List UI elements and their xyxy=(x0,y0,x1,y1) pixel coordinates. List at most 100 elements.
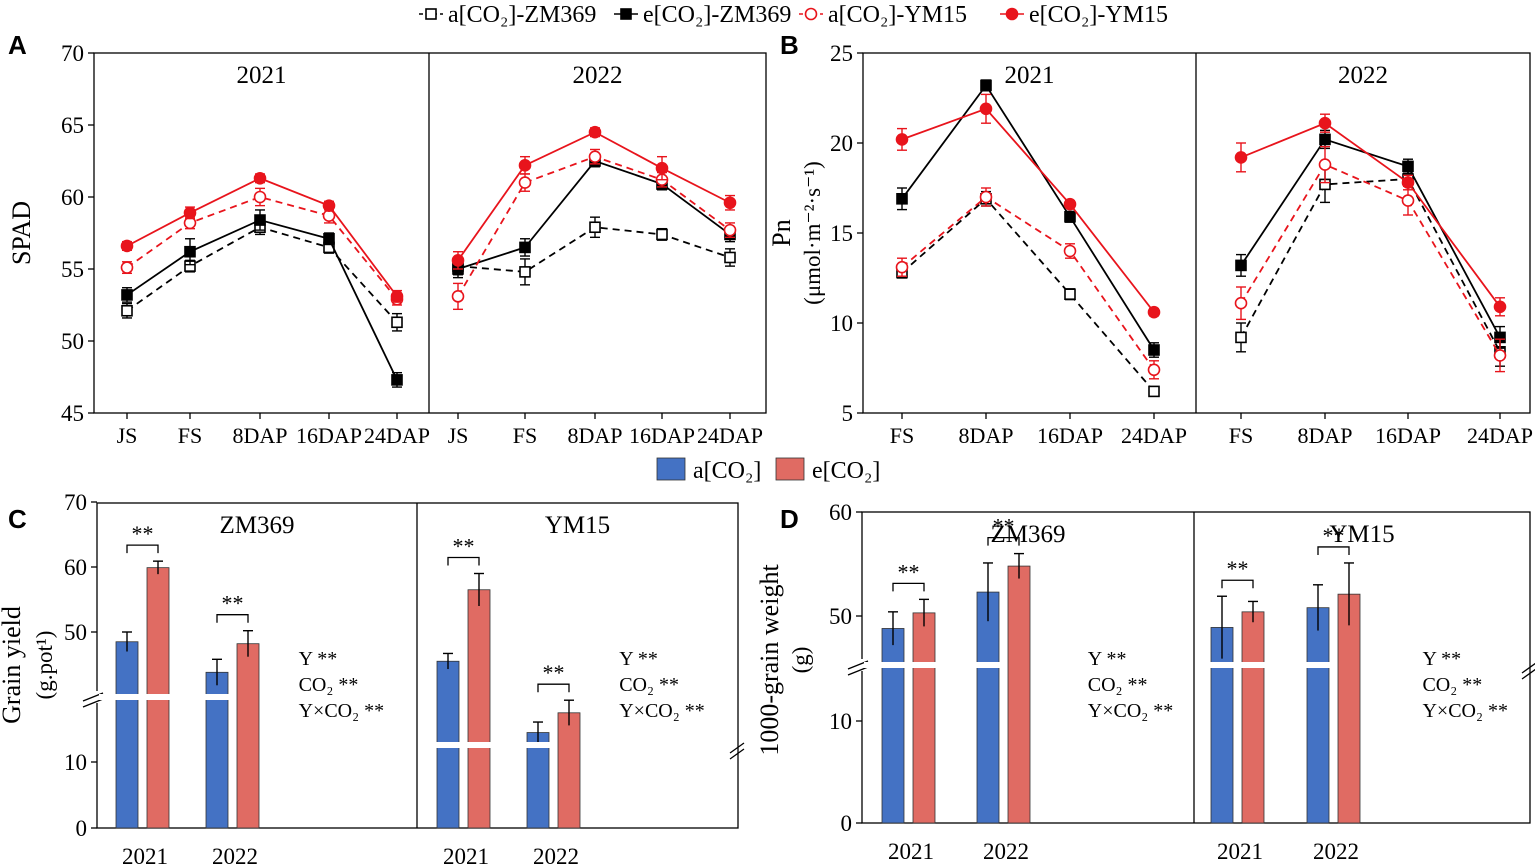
legend-marker xyxy=(804,7,818,21)
panelB-series-line xyxy=(901,197,1155,392)
panelA-point xyxy=(391,316,403,329)
panelC-axis-break-mark xyxy=(82,698,104,708)
legend-marker xyxy=(425,8,437,20)
panelD-stats-text: Y ** xyxy=(1422,648,1461,670)
panelC-stats-text: CO₂ ** xyxy=(619,674,679,696)
panelC-bar-break xyxy=(419,742,554,748)
panelB-ytick-label: 15 xyxy=(830,221,853,246)
legend-swatch-a xyxy=(656,457,686,481)
panelA-series-line xyxy=(457,226,731,273)
panelB-point xyxy=(1235,259,1247,272)
panelD-xtick-label: 2021 xyxy=(1217,839,1263,864)
panelA-point xyxy=(390,290,404,303)
panelB-ytick-label: 5 xyxy=(842,401,854,426)
panelB-xtick-label: 8DAP xyxy=(958,423,1013,448)
panelA-ytick-label: 60 xyxy=(61,185,84,210)
panelA-point xyxy=(724,251,736,264)
panelC-bar xyxy=(467,589,491,829)
panelB-point xyxy=(1064,288,1076,301)
panelA-point xyxy=(723,223,737,237)
panelB-facet-title: 2021 xyxy=(1005,62,1055,89)
panelA-facet-title: 2021 xyxy=(237,62,287,89)
panelD-ylabel-line2: (g) xyxy=(788,647,813,674)
panelB-xtick-label: 24DAP xyxy=(1121,423,1187,448)
panelD-ytick-label: 50 xyxy=(829,604,852,629)
panelC-ytick-label: 50 xyxy=(64,620,87,645)
panelB-point xyxy=(1493,349,1507,362)
panelD-ytick-label: 60 xyxy=(829,500,852,525)
panelA-xtick-label: 16DAP xyxy=(296,423,362,448)
panelC-bar xyxy=(115,641,139,829)
panelD-stats-text: CO₂ ** xyxy=(1422,674,1482,696)
panelD-facet-title: ZM369 xyxy=(991,521,1066,548)
legend-label: e[CO₂] xyxy=(812,458,880,484)
panelA-ytick-label: 70 xyxy=(61,41,84,66)
panelC-bar-break xyxy=(99,694,234,700)
panel-letter-D: D xyxy=(780,504,799,534)
panelD-bar xyxy=(912,612,936,824)
panelA-point xyxy=(120,261,134,274)
legend-label: e[CO₂]-ZM369 xyxy=(643,2,791,28)
panelD-stats-text: Y ** xyxy=(1088,648,1127,670)
panelA-ylabel: SPAD xyxy=(7,201,36,265)
panelC-stats-text: CO₂ ** xyxy=(299,674,359,696)
panelB-point xyxy=(1234,296,1248,310)
panelA-point xyxy=(322,199,336,212)
panelA-point xyxy=(723,196,737,210)
panelB-point xyxy=(979,102,993,116)
panelD-bar-break xyxy=(1196,662,1338,668)
panelD-stats-text: CO₂ ** xyxy=(1088,674,1148,696)
panelB-point xyxy=(1147,363,1161,377)
panelD-sig-label: ** xyxy=(898,559,920,584)
panelA-point xyxy=(656,228,668,241)
panelA-point xyxy=(588,125,602,139)
panelD-axis-break-mark xyxy=(847,666,869,676)
panelB-point xyxy=(1148,385,1160,398)
panelB-xtick-label: 16DAP xyxy=(1037,423,1103,448)
panelD-bar xyxy=(1007,565,1031,824)
panelB-series-line xyxy=(1240,122,1501,308)
panelB-xtick-label: FS xyxy=(1229,423,1253,448)
panelD-axis-break-mark xyxy=(1521,668,1535,680)
panelA-point xyxy=(121,289,133,301)
panelB-point xyxy=(1064,211,1076,223)
panelB-ytick-label: 25 xyxy=(830,41,853,66)
panelB-series-line xyxy=(901,107,1155,313)
panelC-ytick-label: 60 xyxy=(64,555,87,580)
panelA-ytick-label: 65 xyxy=(61,113,84,138)
panelA-point xyxy=(323,232,335,245)
panelB-facet-title: 2022 xyxy=(1338,62,1388,89)
panelC-bar xyxy=(557,712,581,829)
panelC-xtick-label: 2021 xyxy=(443,844,489,867)
panelC-facet-title: YM15 xyxy=(545,512,610,539)
panelB-point xyxy=(1402,160,1414,173)
panelA-point xyxy=(183,206,197,220)
panelD-sig-bracket xyxy=(1317,546,1350,555)
panelA-point xyxy=(655,161,669,175)
panelC-facet-title: ZM369 xyxy=(220,512,295,539)
panelA-ytick-label: 45 xyxy=(61,401,84,426)
panelB-xtick-label: 16DAP xyxy=(1375,423,1441,448)
panelC-ytick-label: 10 xyxy=(64,750,87,775)
panelA-xtick-label: 8DAP xyxy=(567,423,622,448)
panelB-xtick-label: 24DAP xyxy=(1467,423,1533,448)
panelA-point xyxy=(391,374,403,386)
panelD-bar xyxy=(881,628,905,824)
panelC-sig-label: ** xyxy=(222,591,244,616)
panelB-ytick-label: 20 xyxy=(830,131,853,156)
panelA-xtick-label: 16DAP xyxy=(629,423,695,448)
panelB-point xyxy=(1147,305,1161,319)
panelD-stats-text: Y×CO₂ ** xyxy=(1088,700,1173,722)
panelB-ylabel-line1: Pn xyxy=(767,219,796,246)
panelB-point xyxy=(1493,300,1507,314)
panelB-point xyxy=(979,190,993,204)
legend-marker xyxy=(1005,7,1019,21)
panelA-ytick-label: 50 xyxy=(61,329,84,354)
panelA-point xyxy=(519,241,531,254)
panelD-bar xyxy=(1306,607,1330,824)
legend-label: a[CO₂] xyxy=(693,458,761,484)
panelB-point xyxy=(980,79,992,92)
panelA-point xyxy=(588,150,602,163)
panelD-axis-break-mark xyxy=(1521,662,1535,674)
panelB-series-line xyxy=(901,83,1155,351)
